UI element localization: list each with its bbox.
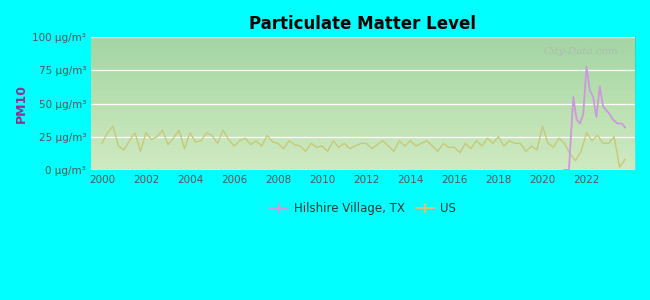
Y-axis label: PM10: PM10 [15, 84, 28, 123]
Legend: Hilshire Village, TX, US: Hilshire Village, TX, US [265, 197, 461, 220]
Title: Particulate Matter Level: Particulate Matter Level [250, 15, 476, 33]
Text: City-Data.com: City-Data.com [544, 46, 619, 56]
